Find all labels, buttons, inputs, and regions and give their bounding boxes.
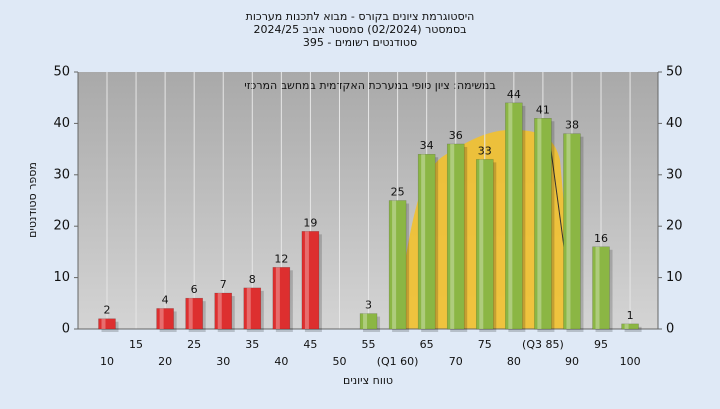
bar-highlight — [566, 133, 571, 329]
x-tick-label: (Q1 60) — [377, 355, 419, 368]
value-label: 8 — [249, 273, 256, 286]
bar — [243, 287, 262, 330]
y-tick-label: 10 — [53, 270, 70, 285]
annotation: במשימה: ציון סופי במערכת האקדמית במחשב ה… — [244, 79, 495, 92]
x-tick-label: 15 — [129, 338, 143, 351]
bar-highlight — [275, 267, 280, 329]
x-tick-label: 90 — [565, 355, 579, 368]
bar — [359, 313, 378, 330]
y-tick-label: 20 — [53, 219, 70, 234]
value-label: 41 — [536, 103, 550, 116]
x-tick-label: 75 — [478, 338, 492, 351]
x-tick-label: 40 — [274, 355, 288, 368]
x-tick-label: 50 — [332, 355, 346, 368]
bar-highlight — [159, 308, 164, 329]
x-tick-label: 65 — [420, 338, 434, 351]
value-label: 3 — [365, 299, 372, 312]
bar-highlight — [450, 143, 455, 329]
bar-highlight — [304, 231, 309, 329]
x-tick-label: 25 — [187, 338, 201, 351]
bar — [388, 200, 407, 330]
value-label: 1 — [627, 309, 634, 322]
bar — [505, 102, 523, 330]
bar-highlight — [595, 246, 600, 329]
bar — [476, 159, 494, 330]
chart-subtitle: בסמסטר (02/2024) סמסטר אביב 2024/25 — [253, 23, 466, 36]
bar-highlight — [392, 200, 397, 329]
value-label: 36 — [449, 129, 463, 142]
y-axis-label: מספר סטודנטים — [26, 162, 39, 238]
x-axis-label: טווח ציונים — [343, 374, 393, 387]
bar — [621, 323, 639, 330]
y-tick-label: 50 — [53, 65, 70, 80]
chart-title: היסטוגרמת ציונים בקורס - מבוא לתכנות מער… — [246, 10, 475, 23]
bar-highlight — [363, 313, 368, 329]
value-label: 44 — [507, 88, 521, 101]
value-label: 12 — [274, 252, 288, 265]
y-tick-label: 30 — [53, 167, 70, 182]
bar — [446, 143, 465, 330]
bar — [156, 308, 174, 330]
value-label: 19 — [303, 216, 317, 229]
bar — [592, 246, 610, 330]
value-label: 38 — [565, 119, 579, 132]
value-label: 4 — [162, 293, 169, 306]
bar — [185, 297, 203, 330]
value-label: 34 — [420, 139, 434, 152]
x-tick-label: 35 — [245, 338, 259, 351]
value-label: 33 — [478, 144, 492, 157]
value-label: 16 — [594, 232, 608, 245]
y2-tick-label: 10 — [666, 270, 683, 285]
x-tick-label: 80 — [507, 355, 521, 368]
x-tick-label: 70 — [449, 355, 463, 368]
x-tick-label: 95 — [594, 338, 608, 351]
x-tick-label: 30 — [216, 355, 230, 368]
y-tick-label: 0 — [62, 322, 70, 337]
y-tick-label: 40 — [53, 116, 70, 131]
bar-highlight — [624, 323, 629, 329]
bar-highlight — [421, 154, 426, 329]
y2-tick-label: 0 — [666, 322, 674, 337]
x-tick-label: 55 — [362, 338, 376, 351]
bar — [272, 267, 291, 330]
y2-tick-label: 40 — [666, 116, 683, 131]
bar-highlight — [508, 102, 513, 329]
value-label: 25 — [391, 186, 405, 199]
bar — [417, 153, 436, 330]
bar-highlight — [479, 159, 484, 329]
bar-shadow — [624, 326, 642, 332]
x-tick-label: 10 — [100, 355, 114, 368]
chart-subtitle: 395 - סטודנטים רשומים — [303, 36, 417, 49]
bar — [563, 133, 581, 330]
value-label: 6 — [191, 283, 198, 296]
bar-highlight — [246, 287, 251, 329]
x-tick-label: 20 — [158, 355, 172, 368]
y2-tick-label: 20 — [666, 219, 683, 234]
bar — [214, 292, 232, 330]
bar — [301, 231, 320, 330]
value-label: 2 — [104, 304, 111, 317]
bar-highlight — [188, 298, 193, 329]
bar — [534, 118, 552, 330]
y2-tick-label: 50 — [666, 65, 683, 80]
bar-highlight — [217, 293, 222, 329]
x-tick-label: 45 — [303, 338, 317, 351]
bar — [98, 318, 116, 330]
y2-tick-label: 30 — [666, 167, 683, 182]
value-label: 7 — [220, 278, 227, 291]
x-tick-label: (Q3 85) — [522, 338, 564, 351]
bar-highlight — [101, 318, 106, 329]
bar-highlight — [537, 118, 542, 329]
x-tick-label: 100 — [620, 355, 641, 368]
